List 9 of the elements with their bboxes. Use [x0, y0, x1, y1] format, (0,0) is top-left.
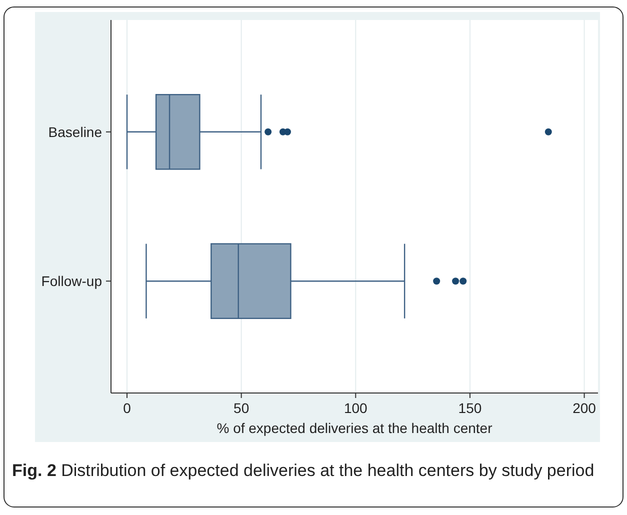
x-tick-label: 50 [234, 400, 250, 416]
x-tick-label: 150 [458, 400, 482, 416]
x-tick-label: 100 [344, 400, 368, 416]
x-tick-label: 0 [123, 400, 132, 416]
text: Fig. 2 Distribution of expected deliveries at the health centers by study period [12, 461, 594, 480]
x-axis-title: % of expected deliveries at the health center [216, 420, 493, 436]
y-tick-label: Baseline [48, 124, 102, 140]
x-tick-label: 200 [572, 400, 596, 416]
y-tick-label: Follow-up [41, 273, 102, 290]
